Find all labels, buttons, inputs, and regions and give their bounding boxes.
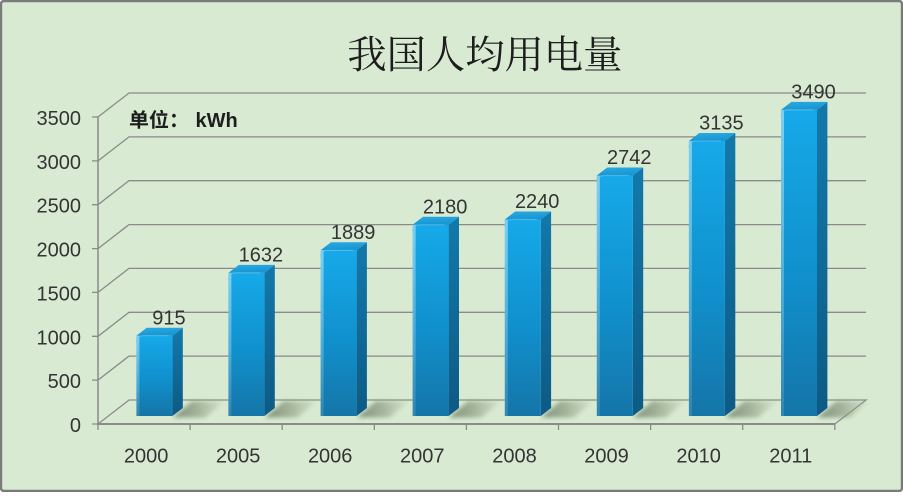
svg-text:1500: 1500 (37, 283, 82, 305)
svg-text:3000: 3000 (37, 152, 82, 174)
svg-text:2008: 2008 (492, 446, 537, 468)
svg-text:0: 0 (70, 415, 81, 437)
svg-text:2011: 2011 (769, 446, 812, 468)
svg-text:kWh: kWh (196, 110, 238, 132)
svg-text:3500: 3500 (37, 108, 82, 130)
svg-text:2500: 2500 (37, 196, 82, 218)
svg-text:2000: 2000 (37, 240, 82, 262)
svg-text:2005: 2005 (216, 446, 261, 468)
svg-text:3490: 3490 (791, 82, 836, 104)
svg-text:3135: 3135 (699, 113, 744, 135)
svg-text:2742: 2742 (607, 147, 652, 169)
svg-text:2240: 2240 (515, 191, 560, 213)
svg-text:2006: 2006 (308, 446, 353, 468)
svg-text:2009: 2009 (584, 446, 629, 468)
svg-text:1889: 1889 (331, 222, 376, 244)
svg-text:2007: 2007 (400, 446, 445, 468)
svg-text:2180: 2180 (423, 197, 468, 219)
svg-text:1000: 1000 (37, 327, 82, 349)
svg-text:915: 915 (152, 307, 185, 329)
svg-text:2010: 2010 (676, 446, 721, 468)
svg-text:2000: 2000 (124, 446, 169, 468)
svg-text:500: 500 (48, 371, 81, 393)
svg-text:1632: 1632 (239, 245, 284, 267)
